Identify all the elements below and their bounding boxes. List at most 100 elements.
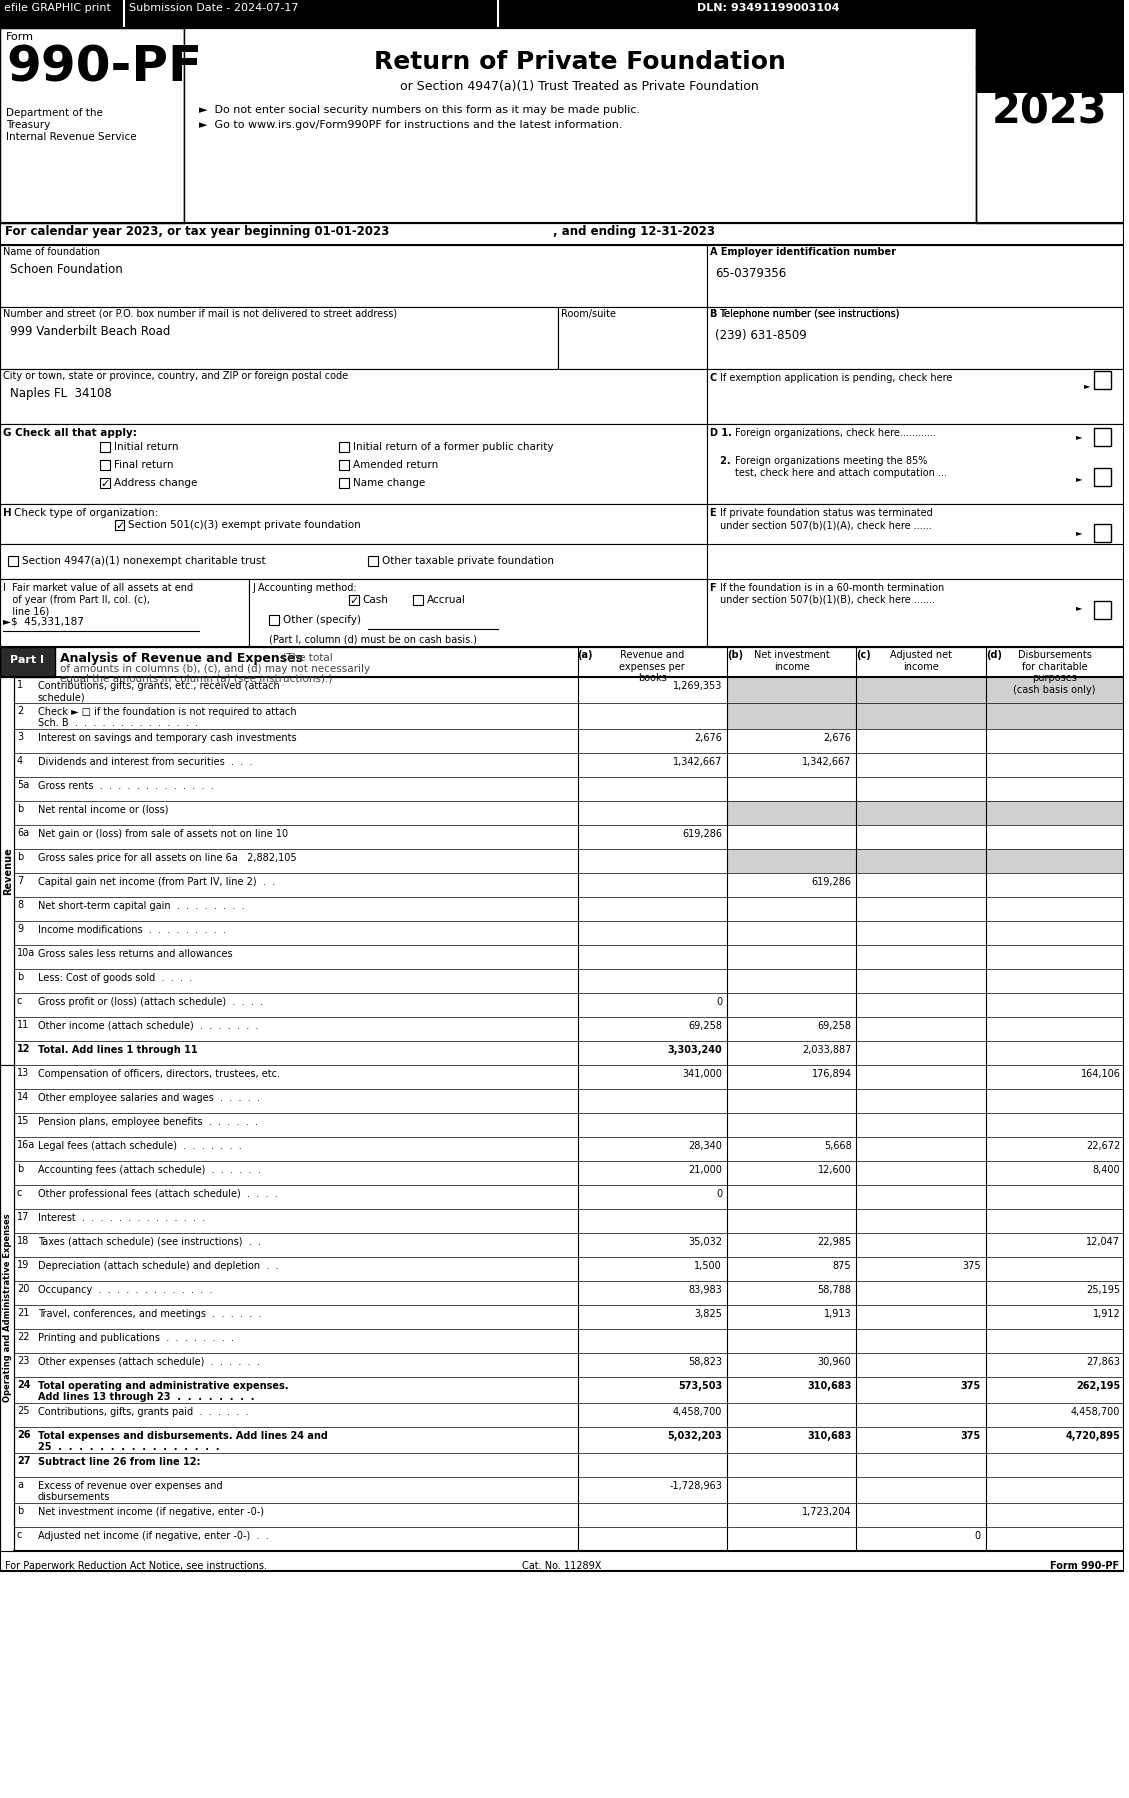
Text: Cat. No. 11289X: Cat. No. 11289X — [522, 1561, 602, 1571]
Bar — [986, 678, 1124, 703]
Text: 14: 14 — [17, 1091, 29, 1102]
Text: 1: 1 — [17, 680, 23, 690]
Text: under section 507(b)(1)(A), check here ......: under section 507(b)(1)(A), check here .… — [720, 520, 931, 530]
Text: Total operating and administrative expenses.: Total operating and administrative expen… — [38, 1381, 288, 1392]
Text: 0: 0 — [716, 998, 723, 1007]
Text: Section 501(c)(3) exempt private foundation: Section 501(c)(3) exempt private foundat… — [129, 520, 361, 530]
Text: ►  Go to www.irs.gov/Form990PF for instructions and the latest information.: ► Go to www.irs.gov/Form990PF for instru… — [199, 120, 623, 129]
Text: 25,195: 25,195 — [1086, 1286, 1120, 1295]
Text: 23: 23 — [17, 1356, 29, 1366]
Bar — [1094, 428, 1111, 446]
Text: b: b — [17, 1163, 24, 1174]
Text: equal the amounts in column (a) (see instructions).): equal the amounts in column (a) (see ins… — [60, 674, 332, 683]
Text: 16a: 16a — [17, 1140, 35, 1151]
Text: Part I: Part I — [10, 654, 44, 665]
Bar — [0, 424, 707, 503]
Text: ►: ► — [1076, 432, 1082, 441]
Text: Form 990-PF: Form 990-PF — [1050, 1561, 1119, 1571]
Text: of amounts in columns (b), (c), and (d) may not necessarily: of amounts in columns (b), (c), and (d) … — [60, 663, 370, 674]
Bar — [727, 849, 857, 874]
Text: ✓: ✓ — [100, 478, 110, 489]
Text: 22,672: 22,672 — [1086, 1142, 1120, 1151]
Bar — [8, 556, 18, 566]
Bar — [114, 520, 124, 530]
Bar — [975, 29, 1124, 223]
Bar — [349, 595, 359, 604]
Bar — [707, 307, 1124, 369]
Text: 27,863: 27,863 — [1086, 1357, 1120, 1366]
Bar — [1094, 601, 1111, 619]
Text: City or town, state or province, country, and ZIP or foreign postal code: City or town, state or province, country… — [3, 370, 348, 381]
Text: Gross rents  .  .  .  .  .  .  .  .  .  .  .  .  .: Gross rents . . . . . . . . . . . . . — [38, 780, 213, 791]
Text: Contributions, gifts, grants, etc., received (attach: Contributions, gifts, grants, etc., rece… — [38, 681, 280, 690]
Text: Other employee salaries and wages  .  .  .  .  .: Other employee salaries and wages . . . … — [38, 1093, 260, 1102]
Text: 12: 12 — [17, 1045, 30, 1054]
Text: Telephone number (see instructions): Telephone number (see instructions) — [720, 309, 900, 318]
Text: Schoen Foundation: Schoen Foundation — [10, 263, 123, 277]
Text: (a): (a) — [578, 651, 593, 660]
Text: Accrual: Accrual — [427, 595, 466, 604]
Text: Other income (attach schedule)  .  .  .  .  .  .  .: Other income (attach schedule) . . . . .… — [38, 1021, 259, 1030]
Bar — [707, 424, 1124, 503]
Text: Less: Cost of goods sold  .  .  .  .: Less: Cost of goods sold . . . . — [38, 973, 192, 984]
Text: 1,912: 1,912 — [1093, 1309, 1120, 1320]
Text: 375: 375 — [961, 1431, 981, 1440]
Bar — [986, 800, 1124, 825]
Bar — [857, 678, 986, 703]
Text: c: c — [17, 1188, 23, 1197]
Bar — [0, 369, 707, 424]
Text: Net rental income or (loss): Net rental income or (loss) — [38, 806, 168, 814]
Text: 990-PF: 990-PF — [6, 43, 202, 92]
Text: ►: ► — [1076, 602, 1082, 611]
Bar — [184, 29, 975, 223]
Text: 1,269,353: 1,269,353 — [673, 681, 723, 690]
Text: 83,983: 83,983 — [689, 1286, 723, 1295]
Bar — [0, 29, 1124, 1571]
Bar — [0, 647, 55, 678]
Text: Adjusted net income (if negative, enter -0-)  .  .: Adjusted net income (if negative, enter … — [38, 1532, 269, 1541]
Text: Legal fees (attach schedule)  .  .  .  .  .  .  .: Legal fees (attach schedule) . . . . . .… — [38, 1142, 242, 1151]
Text: C: C — [710, 372, 720, 383]
Text: 69,258: 69,258 — [817, 1021, 851, 1030]
Text: 9: 9 — [17, 924, 23, 933]
Text: Final return: Final return — [114, 460, 173, 469]
Bar — [707, 245, 1124, 307]
Text: -1,728,963: -1,728,963 — [669, 1482, 723, 1491]
Text: ✓: ✓ — [350, 595, 359, 606]
Text: 1,913: 1,913 — [824, 1309, 851, 1320]
Text: (c): (c) — [857, 651, 872, 660]
Text: (Part I, column (d) must be on cash basis.): (Part I, column (d) must be on cash basi… — [269, 635, 476, 645]
Text: Name change: Name change — [352, 478, 425, 487]
Text: 375: 375 — [962, 1260, 981, 1271]
Text: disbursements: disbursements — [38, 1492, 111, 1501]
Text: Net investment
income: Net investment income — [754, 651, 830, 672]
Text: Compensation of officers, directors, trustees, etc.: Compensation of officers, directors, tru… — [38, 1070, 280, 1079]
Text: 2: 2 — [17, 707, 24, 716]
Bar — [707, 579, 1124, 647]
Text: Room/suite: Room/suite — [561, 309, 615, 318]
Text: (b): (b) — [727, 651, 743, 660]
Text: ✓: ✓ — [115, 521, 125, 530]
Text: 4: 4 — [17, 755, 23, 766]
Bar — [727, 800, 857, 825]
Text: Foreign organizations, check here............: Foreign organizations, check here.......… — [735, 428, 936, 439]
Text: 310,683: 310,683 — [807, 1381, 851, 1392]
Text: b: b — [17, 973, 24, 982]
Text: Total expenses and disbursements. Add lines 24 and: Total expenses and disbursements. Add li… — [38, 1431, 327, 1440]
Text: B: B — [710, 309, 720, 318]
Bar — [0, 545, 707, 579]
Text: Gross sales price for all assets on line 6a   2,882,105: Gross sales price for all assets on line… — [38, 852, 297, 863]
Text: Check type of organization:: Check type of organization: — [14, 509, 158, 518]
Text: Open to Public: Open to Public — [987, 160, 1112, 174]
Text: Capital gain net income (from Part IV, line 2)  .  .: Capital gain net income (from Part IV, l… — [38, 877, 275, 886]
Text: ►$  45,331,187: ►$ 45,331,187 — [3, 617, 84, 628]
Text: 26: 26 — [17, 1429, 30, 1440]
Bar — [1094, 370, 1111, 388]
Text: Net short-term capital gain  .  .  .  .  .  .  .  .: Net short-term capital gain . . . . . . … — [38, 901, 245, 912]
Bar — [99, 460, 110, 469]
Text: Income modifications  .  .  .  .  .  .  .  .  .: Income modifications . . . . . . . . . — [38, 924, 226, 935]
Bar — [99, 442, 110, 451]
Bar — [558, 307, 707, 369]
Text: 2,676: 2,676 — [824, 734, 851, 743]
Text: Total. Add lines 1 through 11: Total. Add lines 1 through 11 — [38, 1045, 198, 1055]
